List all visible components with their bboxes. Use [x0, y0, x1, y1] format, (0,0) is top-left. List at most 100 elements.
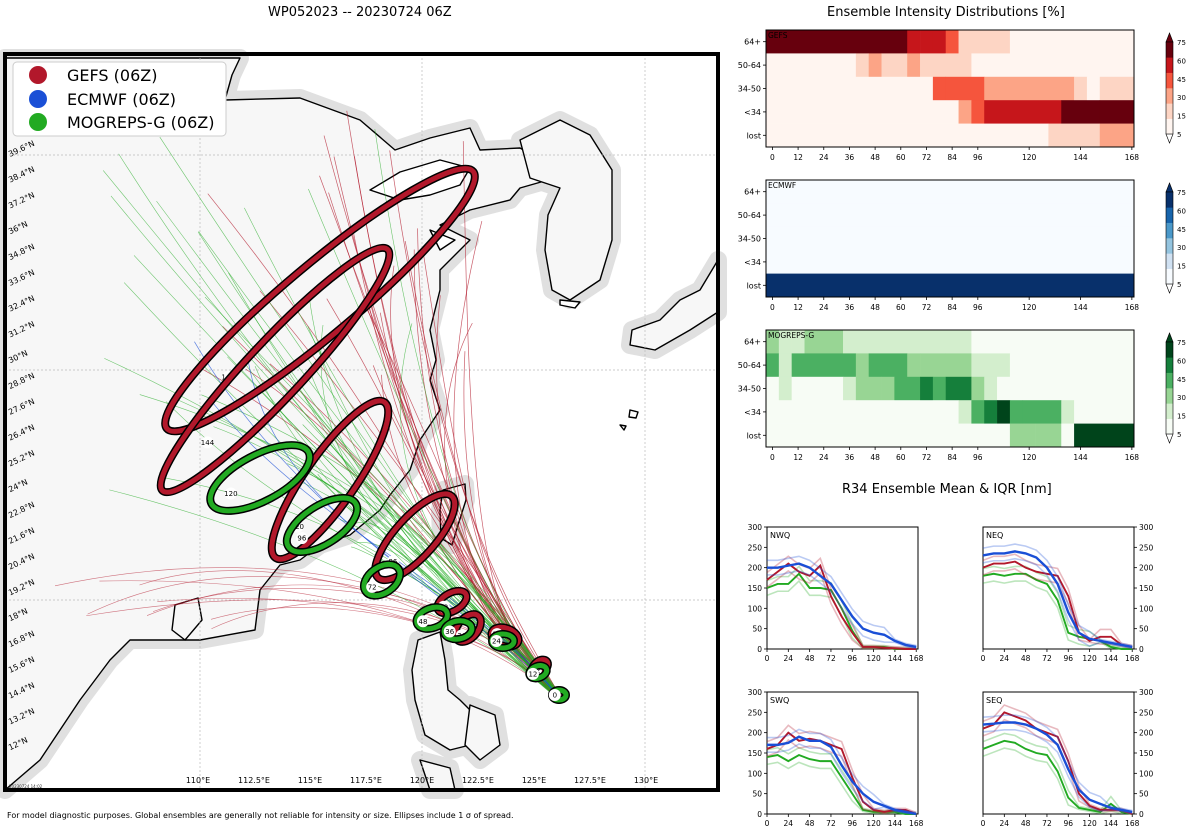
- ensemble-track: [326, 298, 559, 697]
- heatmap-x-label: 0: [770, 153, 775, 162]
- heatmap-x-label: 0: [770, 453, 775, 462]
- heatmap-cell: [1099, 76, 1135, 101]
- heatmap-x-label: 24: [819, 153, 829, 162]
- heatmap-cell: [1048, 123, 1101, 148]
- colorbar-tick: 60: [1177, 357, 1186, 365]
- heatmap-cell: [997, 376, 1135, 401]
- heatmap-cell: [855, 353, 869, 378]
- heatmap-panel-label: GEFS: [768, 31, 788, 40]
- r34-x-tick: 0: [765, 819, 770, 828]
- ellipse-label: 120: [291, 523, 304, 531]
- r34-mean-line-ecmwf: [982, 721, 1133, 814]
- heatmap-y-label: lost: [747, 131, 761, 140]
- r34-iqr-line: [767, 728, 917, 814]
- heatmap-x-label: 36: [845, 453, 855, 462]
- colorbar: 5 15 30 45 60 75: [1165, 32, 1186, 144]
- ensemble-track: [254, 366, 559, 698]
- r34-x-tick: 96: [847, 654, 857, 663]
- heatmap-x-label: 12: [793, 153, 803, 162]
- r34-iqr-line: [982, 729, 1133, 815]
- r34-iqr-line: [767, 743, 917, 815]
- heatmap-cell: [984, 30, 1011, 54]
- heatmap-cell: [766, 76, 934, 101]
- heatmap-cell: [1022, 400, 1062, 424]
- r34-x-tick: 144: [1104, 654, 1119, 663]
- r34-x-tick: 120: [1082, 819, 1097, 828]
- r34-x-tick: 168: [1125, 819, 1140, 828]
- heatmap-y-label: lost: [747, 281, 761, 290]
- heatmap-cell: [804, 330, 844, 354]
- heatmap-cell: [958, 100, 972, 124]
- ellipse-label-bg: [416, 615, 429, 628]
- heatmap-cell: [971, 53, 1135, 78]
- heatmap-x-label: 12: [793, 303, 803, 312]
- legend-marker-ecmwf: [29, 90, 47, 108]
- legend-label-gefs: GEFS (06Z): [67, 66, 157, 85]
- heatmap-cell: [881, 53, 908, 78]
- heatmap-y-label: <34: [744, 408, 761, 417]
- ellipse-label: 144: [201, 439, 215, 447]
- heatmap-x-label: 96: [973, 453, 983, 462]
- ellipse-label-bg: [548, 689, 561, 701]
- lon-label: 130°E: [634, 776, 658, 785]
- heatmap-cell: [843, 376, 857, 401]
- r34-x-tick: 96: [1063, 654, 1073, 663]
- heatmap-cell: [945, 376, 972, 401]
- ensemble-track: [109, 489, 558, 698]
- colorbar-tick: 5: [1177, 131, 1181, 139]
- legend-marker-gefs: [29, 66, 47, 84]
- colorbar-tick: 75: [1177, 189, 1186, 197]
- colorbar-tick: 30: [1177, 394, 1186, 402]
- heatmap-y-label: 34-50: [738, 385, 761, 394]
- heatmap-cell: [907, 353, 921, 378]
- heatmap-x-label: 72: [922, 303, 932, 312]
- r34-iqr-line: [767, 570, 917, 650]
- legend-marker-mogreps: [29, 113, 47, 131]
- heatmap-cell: [855, 53, 869, 78]
- heatmap-cell: [997, 400, 1011, 424]
- heatmap-panel-label: ECMWF: [768, 181, 796, 190]
- heatmap-y-label: 50-64: [738, 61, 761, 70]
- r34-x-tick: 72: [826, 819, 836, 828]
- heatmap-x-label: 12: [793, 453, 803, 462]
- ensemble-track: [208, 397, 558, 697]
- heatmap-cell: [881, 376, 895, 401]
- forecast-ellipses: 14414412012096967248483636242412120: [156, 164, 570, 704]
- heatmap-x-label: 36: [845, 153, 855, 162]
- ensemble-track: [171, 396, 559, 696]
- heatmap-cell: [1035, 423, 1062, 448]
- colorbar-tick: 30: [1177, 94, 1186, 102]
- r34-y-tick: 0: [1139, 645, 1144, 654]
- ensemble-track: [304, 396, 558, 699]
- r34-mean-line-gefs: [766, 562, 917, 650]
- heatmap-ecmwf: ECMWF 64+ 50-64 34-50 <34 lost 0 12 24 36 48 60 72 84…: [738, 179, 1186, 312]
- heatmap-cell: [766, 376, 780, 401]
- ellipse-fill: [207, 442, 313, 514]
- heatmap-cell: [766, 400, 959, 424]
- r34-iqr-line: [982, 747, 1133, 815]
- heatmap-cell: [1074, 76, 1088, 101]
- heatmap-cell: [766, 100, 959, 124]
- heatmap-x-label: 84: [947, 153, 957, 162]
- heatmap-cell: [791, 376, 844, 401]
- map-footnote: For model diagnostic purposes. Global en…: [7, 811, 514, 820]
- r34-x-tick: 144: [888, 654, 903, 663]
- r34-x-tick: 168: [909, 654, 924, 663]
- ensemble-track: [99, 580, 561, 699]
- heatmap-y-label: 34-50: [738, 85, 761, 94]
- r34-title: R34 Ensemble Mean & IQR [nm]: [842, 482, 1052, 497]
- heatmap-cell: [971, 100, 985, 124]
- heatmap-cell: [791, 330, 805, 354]
- heatmap-cell: [1061, 100, 1101, 124]
- heatmap-cell: [1061, 400, 1075, 424]
- heatmap-cell: [778, 376, 792, 401]
- r34-y-tick: 0: [1139, 810, 1144, 819]
- heatmap-cell: [1074, 423, 1135, 448]
- heatmap-y-label: 50-64: [738, 361, 761, 370]
- heatmap-cell: [907, 30, 921, 54]
- ellipse-label-bg: [201, 436, 214, 449]
- r34-y-tick: 300: [748, 688, 763, 697]
- ellipse-label: 72: [368, 583, 377, 591]
- ellipse-fill: [162, 166, 478, 434]
- heatmap-y-label: 50-64: [738, 211, 761, 220]
